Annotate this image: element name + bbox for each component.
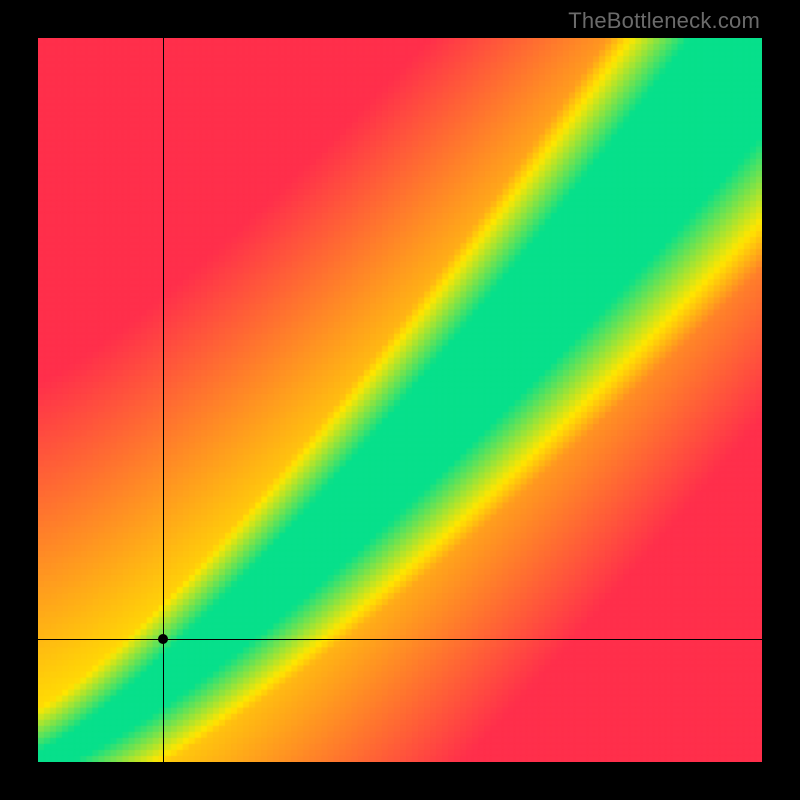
watermark-text: TheBottleneck.com	[568, 8, 760, 34]
crosshair-horizontal	[38, 639, 762, 640]
heatmap-canvas	[38, 38, 762, 762]
crosshair-marker	[158, 634, 168, 644]
figure-container: TheBottleneck.com	[0, 0, 800, 800]
heatmap-plot	[38, 38, 762, 762]
crosshair-vertical	[163, 38, 164, 762]
